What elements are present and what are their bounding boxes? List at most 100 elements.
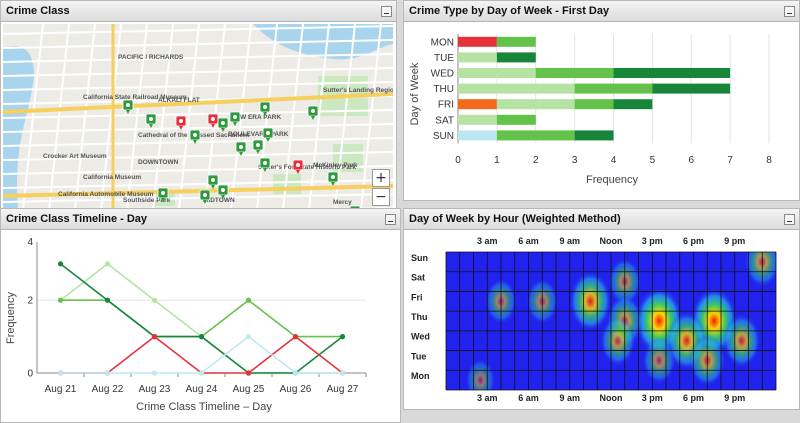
bar-segment[interactable] — [574, 83, 653, 94]
bar-segment[interactable] — [574, 99, 614, 110]
collapse-icon[interactable] — [784, 5, 795, 17]
bar-segment[interactable] — [496, 114, 536, 125]
bar-segment[interactable] — [458, 99, 497, 110]
bar-segment[interactable] — [613, 99, 653, 110]
line-series[interactable] — [60, 335, 343, 374]
crime-pin-icon[interactable] — [122, 99, 134, 114]
timeline-title: Crime Class Timeline - Day — [6, 213, 148, 225]
line-series[interactable] — [60, 262, 343, 374]
line-point[interactable] — [339, 334, 346, 340]
line-point[interactable] — [57, 297, 64, 303]
bar-x-tick-label: 4 — [611, 155, 617, 166]
crime-pin-icon[interactable] — [207, 174, 219, 189]
heat-col-label-top: Noon — [600, 236, 623, 246]
line-x-axis-label: Crime Class Timeline – Day — [136, 401, 272, 413]
line-point[interactable] — [339, 370, 346, 376]
bar-segment[interactable] — [496, 130, 575, 141]
line-point[interactable] — [104, 370, 111, 376]
map-label: California Museum — [83, 174, 141, 181]
crime-pin-icon[interactable] — [259, 157, 271, 172]
bar-segment[interactable] — [496, 99, 575, 110]
crime-type-title: Crime Type by Day of Week - First Day — [409, 5, 610, 17]
bar-segment[interactable] — [496, 36, 536, 47]
crime-pin-icon[interactable] — [217, 184, 229, 199]
line-point[interactable] — [151, 334, 158, 340]
bar-segment[interactable] — [613, 68, 731, 78]
crime-pin-icon[interactable] — [262, 127, 274, 142]
bar-segment[interactable] — [458, 83, 575, 94]
collapse-icon[interactable] — [381, 5, 392, 17]
line-point[interactable] — [57, 261, 64, 267]
line-series[interactable] — [60, 263, 343, 374]
bar-segment[interactable] — [458, 130, 497, 141]
line-y-axis-label: Frequency — [5, 292, 17, 344]
line-point[interactable] — [245, 334, 252, 340]
crime-pin-icon[interactable] — [292, 159, 304, 174]
crime-pin-icon[interactable] — [199, 189, 211, 204]
crime-pin-icon[interactable] — [252, 139, 264, 154]
bar-category-label: FRI — [438, 100, 454, 111]
crime-pin-icon[interactable] — [259, 101, 271, 116]
zoom-in-button[interactable]: + — [372, 169, 390, 187]
line-series[interactable] — [60, 299, 343, 338]
line-point[interactable] — [104, 261, 111, 267]
zoom-out-button[interactable]: − — [372, 188, 390, 206]
line-chart-svg: 0 2 4 Aug 21 Aug 22 Aug 23 Aug 24 Aug 25 Aug 26… — [5, 237, 367, 413]
crime-pin-icon[interactable] — [189, 129, 201, 144]
map-canvas[interactable]: PACIFIC / RICHARDS ALKALI FLAT NEW ERA PAR… — [3, 24, 393, 210]
line-point[interactable] — [151, 297, 158, 303]
line-y-tick-label: 2 — [27, 296, 33, 307]
crime-map[interactable]: PACIFIC / RICHARDS ALKALI FLAT NEW ERA PAR… — [1, 22, 396, 210]
line-series[interactable] — [60, 335, 343, 374]
line-x-tick-label: Aug 27 — [327, 384, 359, 395]
crime-pin-icon[interactable] — [307, 105, 319, 120]
bar-segment[interactable] — [574, 130, 614, 141]
bar-category-label: MON — [431, 37, 454, 48]
crime-class-header: Crime Class — [1, 1, 396, 22]
crime-pin-icon[interactable] — [175, 115, 187, 130]
bar-segment[interactable] — [458, 36, 497, 47]
bar-segment[interactable] — [458, 114, 497, 125]
heat-col-label-top: 3 am — [477, 236, 498, 246]
timeline-chart: 0 2 4 Aug 21 Aug 22 Aug 23 Aug 24 Aug 25 Aug 26… — [1, 230, 400, 422]
line-point[interactable] — [245, 370, 252, 376]
heat-col-label-bottom: 9 am — [559, 393, 580, 403]
bar-segment[interactable] — [535, 68, 614, 78]
crime-pin-icon[interactable] — [145, 113, 157, 128]
timeline-panel: Crime Class Timeline - Day 0 2 4 Aug 21 Aug… — [0, 208, 401, 423]
collapse-icon[interactable] — [784, 213, 795, 225]
bar-segment[interactable] — [458, 52, 497, 63]
crime-pin-icon[interactable] — [217, 117, 229, 132]
line-point[interactable] — [292, 334, 299, 340]
map-label: MIDTOWN — [203, 197, 235, 204]
map-label: NEW ERA PARK — [231, 114, 282, 121]
heatmap-title: Day of Week by Hour (Weighted Method) — [409, 213, 621, 225]
line-point[interactable] — [198, 334, 205, 340]
crime-pin-icon[interactable] — [235, 141, 247, 156]
crime-pin-icon[interactable] — [327, 171, 339, 186]
line-point[interactable] — [151, 370, 158, 376]
crime-pin-icon[interactable] — [157, 187, 169, 202]
bar-segment[interactable] — [496, 52, 536, 63]
heatmap-panel: Day of Week by Hour (Weighted Method) Su… — [403, 208, 800, 410]
line-point[interactable] — [245, 297, 252, 303]
crime-pin-icon[interactable] — [229, 111, 241, 126]
line-point[interactable] — [104, 297, 111, 303]
bar-x-tick-label: 1 — [494, 155, 500, 166]
heat-row-label: Fri — [411, 292, 423, 302]
line-point[interactable] — [57, 370, 64, 376]
heat-row-label: Tue — [411, 351, 426, 361]
crime-pin-icon[interactable] — [207, 113, 219, 128]
bar-segment[interactable] — [458, 68, 536, 78]
collapse-icon[interactable] — [385, 213, 396, 225]
line-point[interactable] — [292, 370, 299, 376]
heat-row-label: Thu — [411, 312, 428, 322]
heat-col-label-bottom: 3 pm — [642, 393, 663, 403]
timeline-header: Crime Class Timeline - Day — [1, 209, 400, 230]
heatmap-svg: Sun Sat Fri Thu Wed Tue Mon 3 am 3 am 6 am 6 am 9 … — [411, 236, 777, 403]
line-point[interactable] — [198, 370, 205, 376]
map-label: California Automobile Museum — [58, 191, 154, 198]
map-label: California State Railroad Museum — [83, 94, 187, 101]
bar-segment[interactable] — [652, 83, 731, 94]
line-y-tick-label: 0 — [27, 369, 33, 380]
